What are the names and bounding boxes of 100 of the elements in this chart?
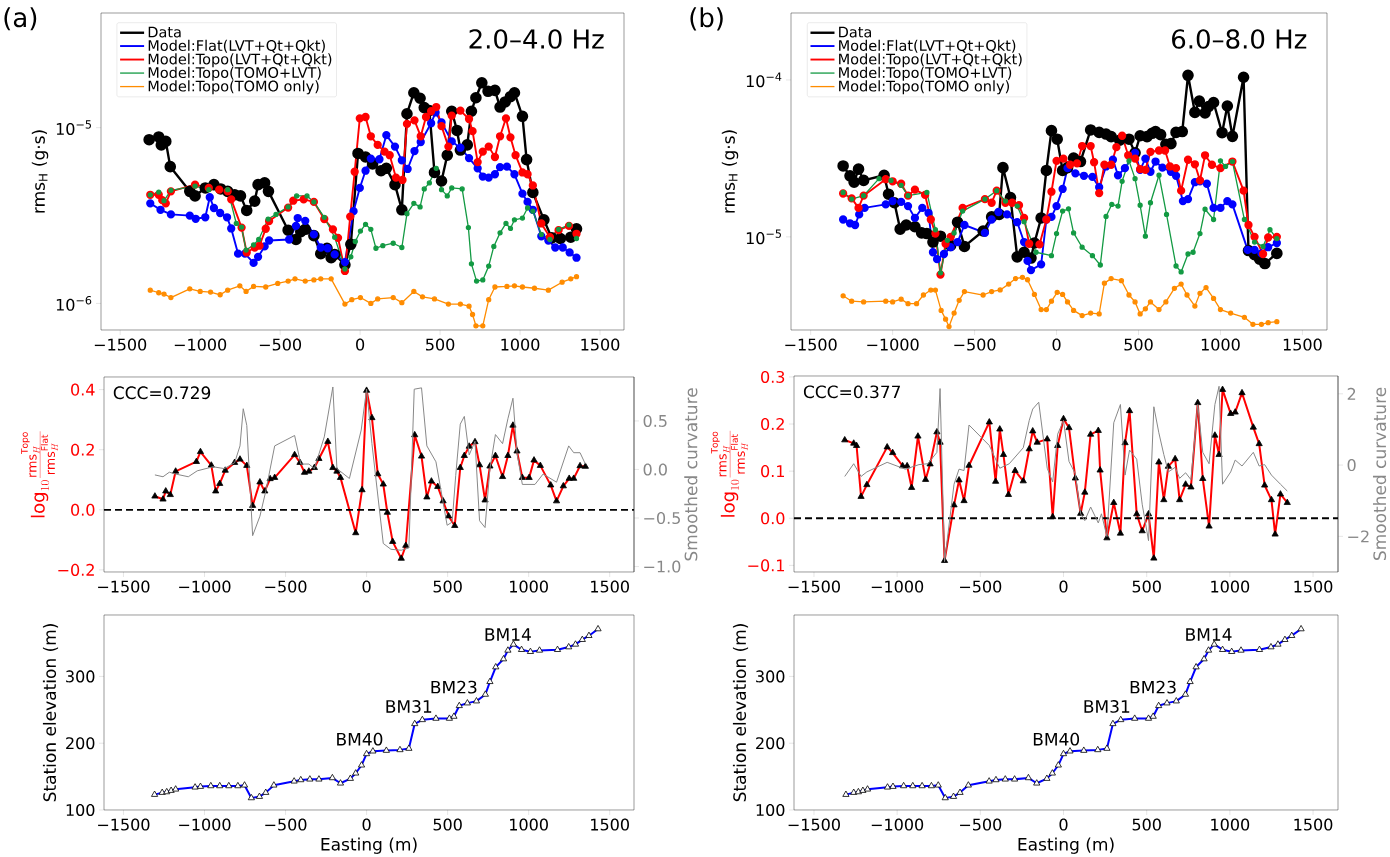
x-tick-label: 1500 — [581, 338, 620, 351]
x-tick-label: 1500 — [1283, 338, 1322, 351]
annotation: BM14 — [1186, 628, 1232, 641]
legend-label: Data — [839, 26, 871, 38]
y-tick-label: −0.2 — [58, 563, 94, 576]
x-tick-label: 500 — [433, 580, 462, 593]
y-axis-title: $\mathrm{log}_{10}\frac{\mathrm{rms}_H^{\mathrm{Topo}}}{\mathrm{rms}_H^{\mathrm{Flat}}}$ — [711, 430, 748, 517]
y-tick-label: 10$^{−6}$ — [56, 295, 92, 311]
x-tick-label: −1500 — [94, 338, 147, 351]
annotation: BM14 — [485, 628, 531, 641]
x-tick-label: −500 — [960, 580, 1002, 593]
annotation: 2.0–4.0 Hz — [469, 29, 604, 49]
y2-tick-label: 0 — [1347, 458, 1356, 471]
y-axis-title: Station elevation (m) — [42, 623, 59, 802]
x-tick-label: 1000 — [1211, 580, 1250, 593]
annotation: CCC=0.377 — [803, 385, 901, 399]
y-tick-label: 0.1 — [761, 464, 784, 478]
x-tick-label: 1000 — [510, 818, 548, 831]
annotation: BM23 — [431, 680, 477, 694]
y-tick-label: −0.1 — [748, 559, 784, 572]
chart-title: (a) — [4, 7, 37, 31]
y-tick-label: 0.0 — [761, 512, 785, 525]
x-tick-label: −1000 — [867, 338, 919, 351]
legend-label: Model:Topo(LVT+Qt+Qkt) — [839, 53, 1022, 68]
annotation: BM31 — [386, 699, 432, 713]
x-tick-label: 1000 — [1211, 818, 1250, 831]
annotation: CCC=0.729 — [113, 386, 211, 400]
x-tick-label: 0 — [362, 818, 371, 831]
y2-tick-label: 0.0 — [643, 463, 667, 476]
x-tick-label: 0 — [1059, 818, 1068, 831]
y2-tick-label: −2 — [1348, 530, 1369, 543]
x-tick-label: 500 — [1124, 338, 1153, 351]
y-tick-label: 0.2 — [761, 417, 784, 430]
x-tick-label: −1000 — [871, 580, 924, 593]
x-tick-label: 1500 — [1294, 580, 1333, 593]
annotation: BM23 — [1130, 680, 1176, 694]
annotation: BM31 — [1084, 699, 1130, 713]
x-tick-label: 1000 — [501, 338, 540, 351]
y2-axis-title: Smoothed curvature — [684, 388, 698, 561]
legend-label: Model:Topo(TOMO only) — [839, 80, 1009, 95]
x-tick-label: 1000 — [1201, 338, 1240, 351]
y-tick-label: 100 — [66, 803, 95, 816]
y-tick-label: 300 — [66, 670, 95, 683]
x-axis-title: Easting (m) — [1018, 837, 1114, 854]
y-tick-label: 200 — [66, 737, 95, 750]
x-tick-label: 1500 — [1294, 818, 1333, 831]
legend-label: Model:Topo(TOMO+LVT) — [839, 66, 1012, 81]
y-tick-label: 200 — [756, 737, 785, 750]
x-tick-label: 500 — [1132, 580, 1161, 593]
y-tick-label: 100 — [756, 803, 785, 816]
x-tick-label: −500 — [265, 818, 307, 831]
annotation: 6.0–8.0 Hz — [1172, 29, 1307, 49]
x-tick-label: 0 — [1052, 338, 1061, 351]
x-axis-title: Easting (m) — [321, 837, 417, 854]
y-tick-label: 10$^{−5}$ — [746, 229, 781, 245]
x-tick-label: −1000 — [179, 818, 231, 831]
legend-label: Data — [148, 26, 181, 38]
y-axis-title: rms$_{H}$ (g·s) — [721, 130, 739, 213]
x-tick-label: 500 — [433, 818, 462, 831]
x-tick-label: −500 — [265, 580, 307, 593]
x-tick-label: −500 — [960, 818, 1002, 831]
y2-tick-label: −0.5 — [644, 511, 680, 524]
legend-label: Model:Flat(LVT+Qt+Qkt) — [839, 39, 1016, 53]
x-tick-label: −1000 — [871, 818, 924, 831]
x-tick-label: 0 — [1059, 580, 1068, 593]
x-tick-label: −1500 — [98, 818, 150, 831]
x-tick-label: 1000 — [510, 580, 548, 593]
y2-tick-label: 2 — [1347, 387, 1356, 400]
x-tick-label: −1500 — [788, 580, 840, 593]
y-axis-title: rms$_{H}$ (g·s) — [31, 130, 49, 213]
x-tick-label: −1500 — [788, 818, 840, 831]
x-tick-label: 1500 — [591, 818, 629, 831]
x-tick-label: 1500 — [591, 580, 629, 593]
y-tick-label: 0.0 — [71, 503, 95, 516]
legend-label: Model:Topo(TOMO+LVT) — [148, 66, 321, 81]
chart-title: (b) — [690, 7, 723, 31]
y-tick-label: 0.3 — [761, 370, 785, 383]
x-tick-label: 500 — [1132, 818, 1161, 831]
annotation: BM40 — [1033, 732, 1080, 746]
y-axis-title: Station elevation (m) — [732, 623, 749, 802]
x-tick-label: −500 — [259, 338, 302, 351]
x-tick-label: 0 — [362, 580, 371, 593]
annotation: BM40 — [337, 732, 383, 746]
y-tick-label: 10$^{−5}$ — [56, 120, 91, 135]
y-tick-label: 0.2 — [71, 443, 94, 456]
legend-label: Model:Flat(LVT+Qt+Qkt) — [148, 39, 325, 53]
x-tick-label: −1500 — [785, 338, 837, 351]
y-tick-label: 0.4 — [71, 383, 95, 396]
y2-tick-label: 0.5 — [643, 414, 667, 427]
y-axis-title: $\mathrm{log}_{10}\frac{\mathrm{rms}_H^{\mathrm{Topo}}}{\mathrm{rms}_H^{\mathrm{Flat}}}$ — [21, 431, 58, 518]
y2-axis-title: Smoothed curvature — [1372, 387, 1387, 560]
x-tick-label: −500 — [954, 338, 996, 351]
legend-label: Model:Topo(TOMO only) — [148, 80, 319, 95]
y-tick-label: 10$^{−4}$ — [746, 72, 782, 88]
y-tick-label: 300 — [756, 670, 785, 683]
x-tick-label: −1000 — [174, 338, 227, 351]
y2-tick-label: −1.0 — [644, 560, 681, 573]
x-tick-label: 0 — [356, 338, 365, 351]
x-tick-label: 500 — [426, 338, 455, 351]
legend-label: Model:Topo(LVT+Qt+Qkt) — [148, 53, 332, 68]
